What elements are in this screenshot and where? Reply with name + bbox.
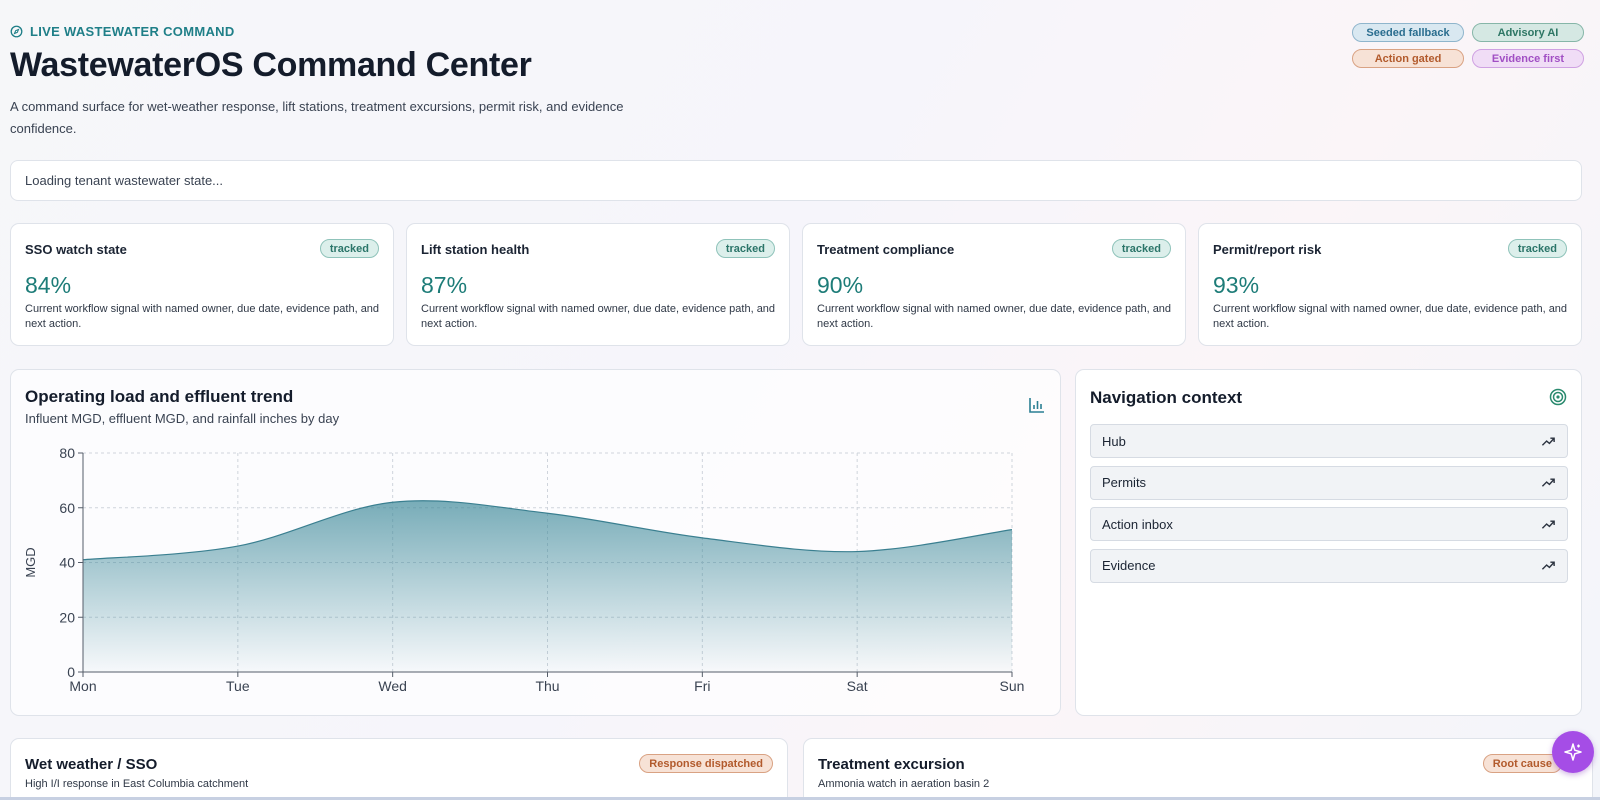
kpi-description: Current workflow signal with named owner… xyxy=(25,303,380,330)
kpi-status-badge: tracked xyxy=(1507,239,1567,258)
nav-item-action-inbox[interactable]: Action inbox xyxy=(1090,507,1568,541)
card-wet-weather-sso[interactable]: Wet weather / SSO High I/I response in E… xyxy=(10,738,788,800)
badge-seeded-fallback: Seeded fallback xyxy=(1352,23,1464,42)
kpi-description: Current workflow signal with named owner… xyxy=(1213,303,1568,330)
kpi-title: Treatment compliance xyxy=(817,242,955,257)
card-title: Wet weather / SSO xyxy=(25,756,158,773)
command-center-page: LIVE WASTEWATER COMMAND WastewaterOS Com… xyxy=(10,0,1593,800)
kpi-title: SSO watch state xyxy=(25,242,127,257)
nav-title: Navigation context xyxy=(1090,388,1243,407)
kpi-card-sso[interactable]: SSO watch state tracked 84% Current work… xyxy=(10,223,394,346)
y-tick-label: 60 xyxy=(59,500,75,516)
x-tick-label: Fri xyxy=(694,678,710,694)
nav-item-permits[interactable]: Permits xyxy=(1090,465,1568,500)
chart-subtitle: Influent MGD, effluent MGD, and rainfall… xyxy=(25,411,340,426)
x-tick-label: Thu xyxy=(535,678,559,694)
kpi-card-permit-risk[interactable]: Permit/report risk tracked 93% Current w… xyxy=(1198,223,1582,346)
series-line xyxy=(82,500,1013,561)
page-subtitle: A command surface for wet-weather respon… xyxy=(10,99,624,136)
kpi-status-badge: tracked xyxy=(319,239,379,258)
x-tick-label: Sun xyxy=(1000,678,1025,694)
bottom-edge xyxy=(0,797,1600,800)
card-status-badge: Root cause xyxy=(1482,754,1562,773)
kpi-description: Current workflow signal with named owner… xyxy=(421,303,776,330)
trend-chart-panel: 0 20 40 60 80 Mon Tue Wed Thu Fri Sat Sun MGD Operat… xyxy=(10,369,1061,716)
card-subtitle: Ammonia watch in aeration basin 2 xyxy=(818,778,990,790)
nav-list: Hub Permits Action inbox Evidence xyxy=(1090,424,1568,590)
eyebrow-text: LIVE WASTEWATER COMMAND xyxy=(30,24,235,39)
card-treatment-excursion[interactable]: Treatment excursion Ammonia watch in aer… xyxy=(803,738,1593,800)
kpi-value: 93% xyxy=(1213,272,1260,298)
badge-advisory-ai: Advisory AI xyxy=(1472,23,1584,42)
trending-up-icon xyxy=(1541,520,1555,529)
nav-item-label: Action inbox xyxy=(1102,516,1173,532)
kpi-status-badge: tracked xyxy=(1111,239,1171,258)
eyebrow: LIVE WASTEWATER COMMAND xyxy=(10,24,235,39)
badge-evidence-first: Evidence first xyxy=(1472,49,1584,68)
navigation-context-panel: Navigation context Hub Permits Action in… xyxy=(1075,369,1582,716)
kpi-title: Lift station health xyxy=(421,242,530,257)
kpi-value: 87% xyxy=(421,272,468,298)
status-badges: Seeded fallback Advisory AI Action gated… xyxy=(1352,23,1584,68)
x-tick-label: Tue xyxy=(226,678,250,694)
nav-item-label: Permits xyxy=(1102,475,1147,490)
y-tick-label: 80 xyxy=(59,445,75,461)
kpi-value: 90% xyxy=(817,272,864,298)
trending-up-icon xyxy=(1541,561,1555,570)
card-title: Treatment excursion xyxy=(818,756,965,773)
kpi-description: Current workflow signal with named owner… xyxy=(817,303,1172,330)
page-title: WastewaterOS Command Center xyxy=(10,46,532,84)
kpi-card-lift-station[interactable]: Lift station health tracked 87% Current … xyxy=(406,223,790,346)
bar-chart-icon[interactable] xyxy=(1028,396,1046,414)
kpi-value: 84% xyxy=(25,272,72,298)
x-tick-label: Wed xyxy=(378,678,407,694)
y-tick-label: 40 xyxy=(59,555,75,571)
kpi-status-badge: tracked xyxy=(715,239,775,258)
nav-item-label: Evidence xyxy=(1102,558,1156,573)
y-axis-label: MGD xyxy=(23,547,38,577)
nav-item-hub[interactable]: Hub xyxy=(1090,424,1568,458)
y-tick-label: 20 xyxy=(59,609,75,625)
nav-item-evidence[interactable]: Evidence xyxy=(1090,548,1568,583)
card-status-badge: Response dispatched xyxy=(639,754,773,773)
loading-banner: Loading tenant wastewater state... xyxy=(10,160,1582,201)
trending-up-icon xyxy=(1541,437,1555,446)
badge-action-gated: Action gated xyxy=(1352,49,1464,68)
sparkle-icon xyxy=(1564,743,1582,761)
assistant-button[interactable] xyxy=(1552,731,1594,773)
chart-title: Operating load and effluent trend xyxy=(25,387,294,406)
card-subtitle: High I/I response in East Columbia catch… xyxy=(25,778,249,790)
trend-chart: 0 20 40 60 80 Mon Tue Wed Thu Fri Sat Sun MGD xyxy=(23,445,1025,694)
target-icon xyxy=(1549,388,1567,406)
x-tick-label: Sat xyxy=(847,678,868,694)
series-area xyxy=(83,500,1012,672)
kpi-card-treatment[interactable]: Treatment compliance tracked 90% Current… xyxy=(802,223,1186,346)
x-tick-label: Mon xyxy=(69,678,96,694)
compass-icon xyxy=(10,25,23,38)
trending-up-icon xyxy=(1541,478,1555,487)
nav-item-label: Hub xyxy=(1102,433,1126,449)
kpi-title: Permit/report risk xyxy=(1213,242,1322,257)
y-tick-label: 0 xyxy=(67,664,75,680)
